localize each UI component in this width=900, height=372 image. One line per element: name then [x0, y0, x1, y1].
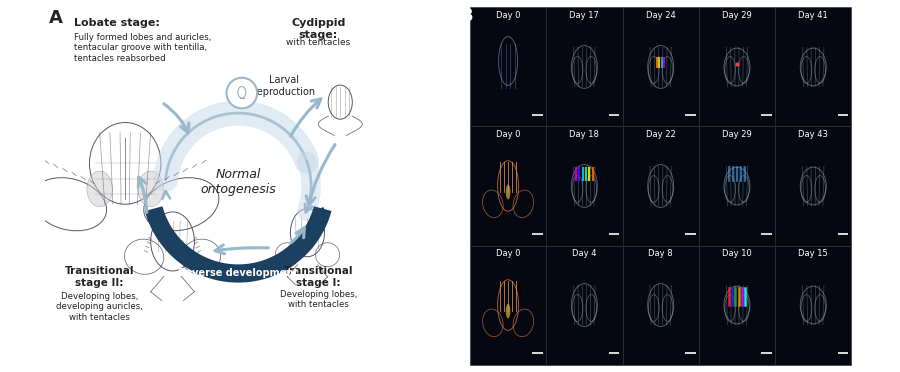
Text: Day 8: Day 8 [648, 249, 673, 258]
Text: Developing lobes,
developing auricles,
with tentacles: Developing lobes, developing auricles, w… [56, 292, 143, 321]
Ellipse shape [138, 171, 164, 207]
Ellipse shape [87, 171, 112, 207]
Text: Day 29: Day 29 [722, 130, 752, 139]
Text: Day 41: Day 41 [798, 11, 828, 20]
Text: Larval
reproduction: Larval reproduction [253, 75, 315, 97]
Text: Fully formed lobes and auricles,
tentacular groove with tentilla,
tentacles reab: Fully formed lobes and auricles, tentacu… [74, 33, 211, 63]
Text: Transitional
stage I:: Transitional stage I: [284, 266, 353, 288]
Text: Lobectomized: Lobectomized [868, 271, 878, 339]
Text: Lobate stage:: Lobate stage: [74, 18, 160, 28]
Text: Day 0: Day 0 [496, 130, 520, 139]
Text: Starved: Starved [868, 48, 878, 86]
Text: Reverse development: Reverse development [178, 268, 298, 278]
Ellipse shape [506, 304, 510, 318]
Text: Cydippid
stage:: Cydippid stage: [292, 18, 346, 40]
Text: Day 15: Day 15 [798, 249, 828, 258]
Text: Transitional
stage II:: Transitional stage II: [65, 266, 134, 288]
Text: Day 29: Day 29 [722, 11, 752, 20]
Circle shape [227, 78, 257, 108]
Text: Day 4: Day 4 [572, 249, 597, 258]
Ellipse shape [506, 185, 510, 199]
Text: Day 10: Day 10 [722, 249, 752, 258]
Text: Day 0: Day 0 [496, 249, 520, 258]
Text: Day 24: Day 24 [646, 11, 676, 20]
Text: Normal
ontogenesis: Normal ontogenesis [201, 169, 276, 196]
Text: Developing lobes,
with tentacles: Developing lobes, with tentacles [280, 290, 357, 309]
Text: Day 18: Day 18 [570, 130, 599, 139]
PathPatch shape [145, 206, 331, 283]
Text: B: B [459, 7, 472, 25]
Text: Starved: Starved [868, 167, 878, 205]
Text: Day 0: Day 0 [496, 11, 520, 20]
Text: A: A [49, 9, 62, 27]
Text: Day 17: Day 17 [570, 11, 599, 20]
Text: Day 43: Day 43 [798, 130, 828, 139]
Text: with tentacles: with tentacles [286, 38, 350, 47]
Text: Day 22: Day 22 [646, 130, 676, 139]
